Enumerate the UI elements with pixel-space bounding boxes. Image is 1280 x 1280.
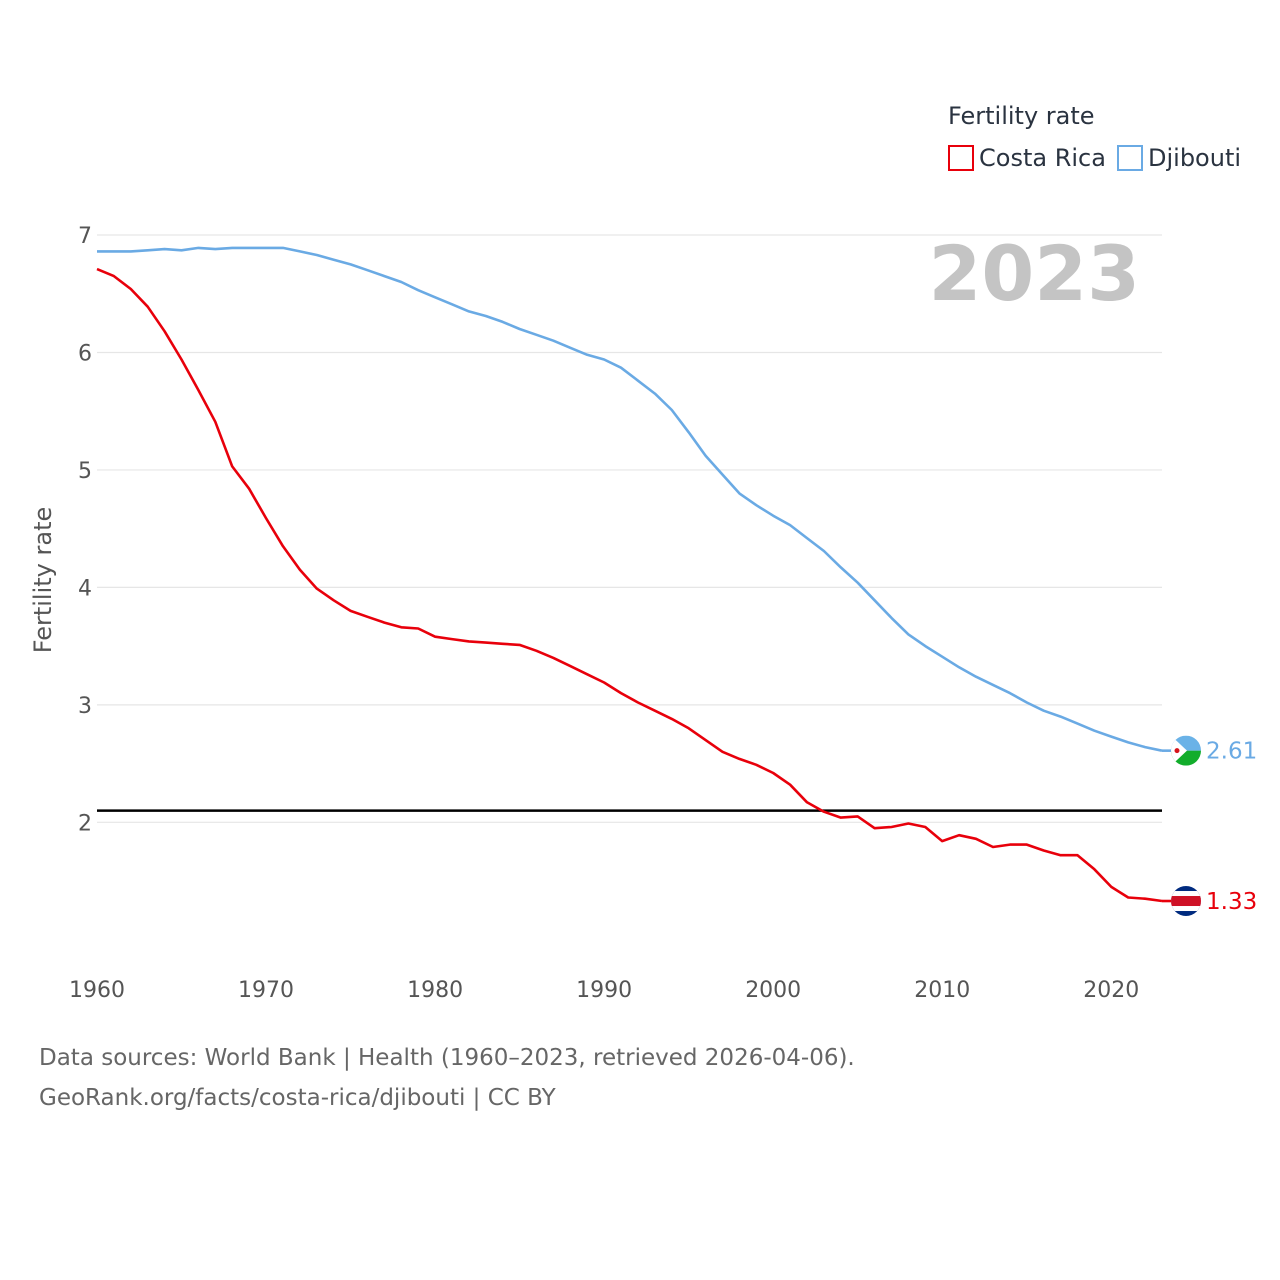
end-value-costa-rica: 1.33 (1206, 889, 1257, 915)
x-tick-label-1970: 1970 (238, 978, 294, 1003)
grid (97, 234, 1162, 823)
x-tick-label-2000: 2000 (745, 978, 801, 1003)
end-value-djibouti: 2.61 (1206, 739, 1257, 765)
legend-title: Fertility rate (948, 102, 1095, 130)
line-djibouti (97, 246, 1163, 752)
legend-swatch-costa-rica (948, 145, 974, 171)
legend: Fertility rate Costa Rica Djibouti (948, 102, 1241, 172)
y-axis-title: Fertility rate (29, 507, 57, 654)
x-tick-label-1960: 1960 (69, 978, 125, 1003)
x-tick-label-1990: 1990 (576, 978, 632, 1003)
y-tick-label-3: 3 (78, 694, 92, 719)
end-markers: 1.33 2.61 (1162, 735, 1257, 917)
legend-item-djibouti[interactable]: Djibouti (1117, 144, 1241, 172)
footer-attribution[interactable]: GeoRank.org/facts/costa-rica/djibouti | … (39, 1085, 556, 1111)
legend-label-djibouti: Djibouti (1148, 144, 1241, 172)
legend-label-costa-rica: Costa Rica (979, 144, 1106, 172)
y-tick-label-7: 7 (78, 224, 92, 249)
line-costa-rica (96, 267, 1163, 903)
flag-icon-djibouti (1171, 735, 1201, 766)
y-tick-label-2: 2 (78, 811, 92, 836)
x-tick-label-2010: 2010 (914, 978, 970, 1003)
y-tick-label-6: 6 (78, 341, 92, 366)
legend-swatch-djibouti (1117, 145, 1143, 171)
y-axis-ticks: 2 3 4 5 6 7 (78, 224, 92, 836)
x-tick-label-1980: 1980 (407, 978, 463, 1003)
footer-sources: Data sources: World Bank | Health (1960–… (39, 1045, 855, 1071)
y-tick-label-4: 4 (78, 576, 92, 601)
series-lines (96, 246, 1163, 903)
x-axis-ticks: 1960 1970 1980 1990 2000 2010 2020 (69, 978, 1139, 1003)
year-label: 2023 (928, 229, 1140, 318)
legend-item-costa-rica[interactable]: Costa Rica (948, 144, 1106, 172)
y-tick-label-5: 5 (78, 459, 92, 484)
x-tick-label-2020: 2020 (1083, 978, 1139, 1003)
flag-icon-costa-rica (1171, 886, 1201, 917)
